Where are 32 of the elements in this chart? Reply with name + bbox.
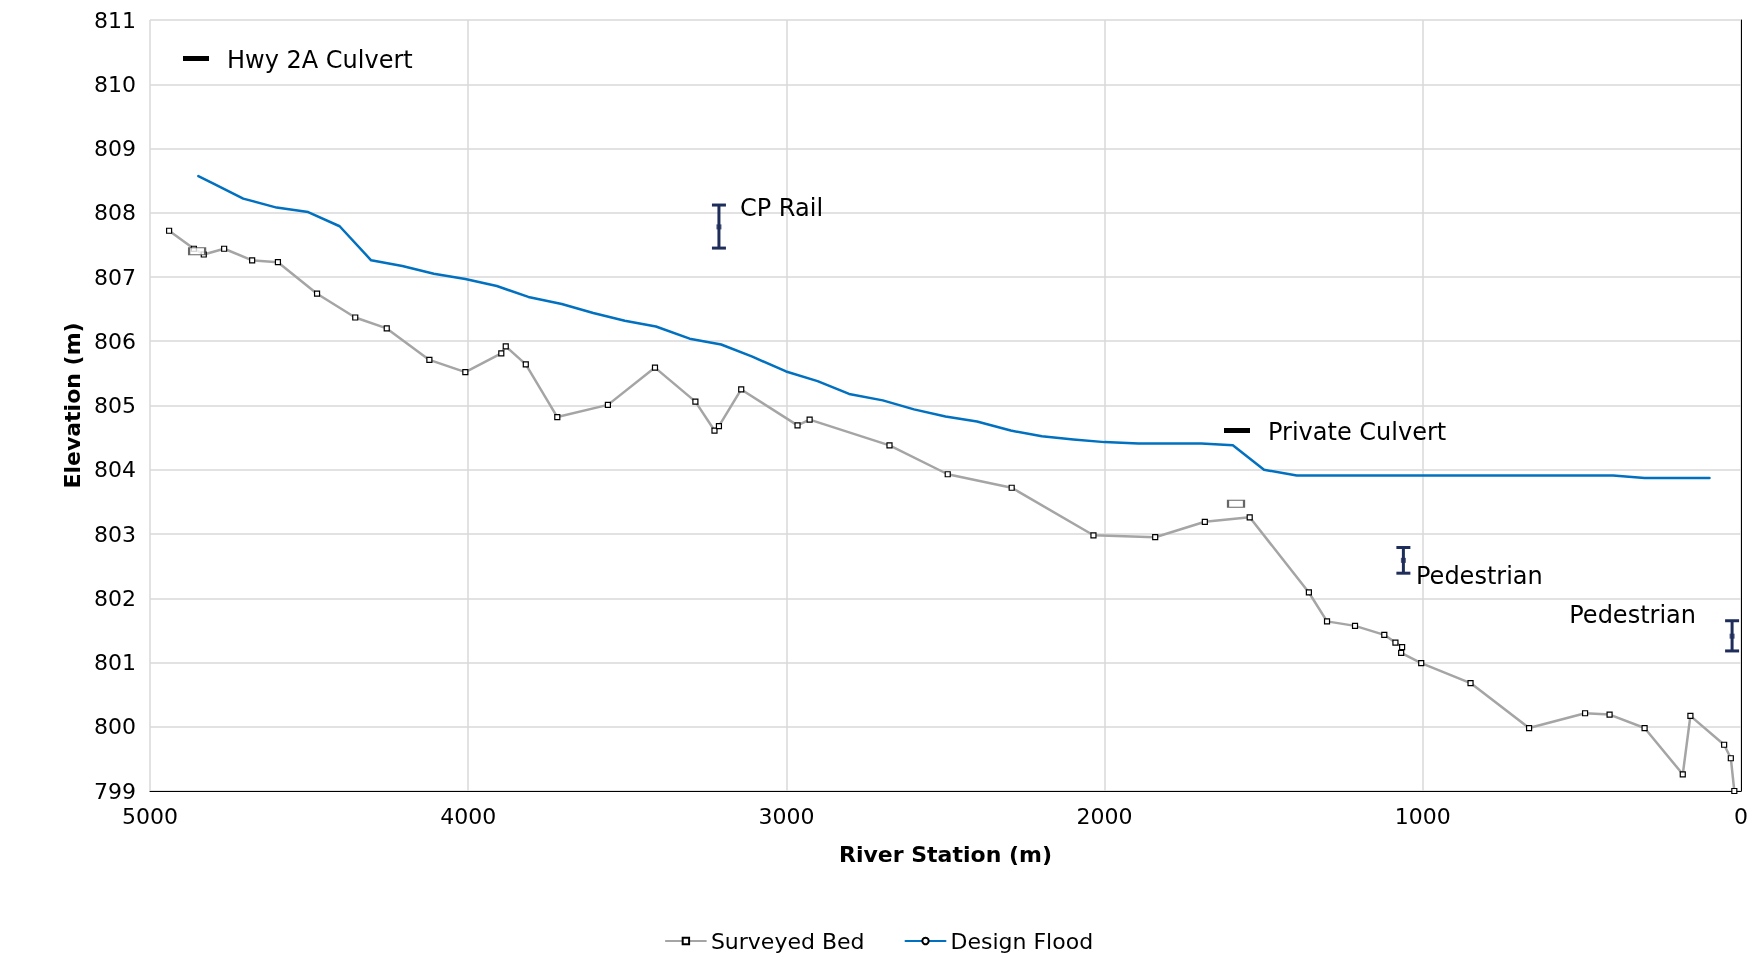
annotation: Hwy 2A Culvert	[227, 46, 413, 74]
legend-label: Design Flood	[950, 928, 1094, 954]
annotation: Private Culvert	[1268, 418, 1447, 446]
y-axis-title: Elevation (m)	[59, 322, 85, 489]
y-tick-label: 801	[94, 650, 136, 675]
y-tick-label: 805	[94, 393, 136, 418]
y-tick-label: 810	[94, 71, 136, 97]
x-tick-label: 4000	[440, 803, 497, 829]
x-axis-title: River Station (m)	[839, 841, 1052, 867]
x-tick-label: 2000	[1076, 803, 1133, 829]
line-series	[197, 174, 1711, 480]
y-tick-label: 809	[94, 136, 136, 161]
x-tick-label: 0	[1734, 803, 1748, 829]
x-tick-label: 1000	[1394, 803, 1451, 829]
point	[1729, 633, 1735, 639]
legend-label: Surveyed Bed	[710, 928, 865, 954]
y-tick-label: 802	[94, 585, 136, 611]
point	[716, 224, 722, 230]
point	[1400, 557, 1406, 563]
y-tick-label: 803	[94, 521, 136, 547]
annotation: Pedestrian	[1416, 562, 1543, 590]
y-tick-label: 808	[94, 200, 136, 226]
y-tick-label: 811	[94, 7, 136, 33]
y-tick-label: 799	[94, 778, 136, 804]
y-tick-label: 807	[94, 264, 136, 290]
y-tick-label: 800	[94, 714, 136, 740]
y-tick-label: 804	[94, 457, 136, 483]
x-tick-label: 3000	[758, 803, 815, 829]
x-tick-label: 5000	[122, 803, 178, 829]
annotation: CP Rail	[740, 194, 824, 222]
annotation: Pedestrian	[1569, 601, 1696, 629]
y-tick-label: 806	[94, 328, 136, 354]
